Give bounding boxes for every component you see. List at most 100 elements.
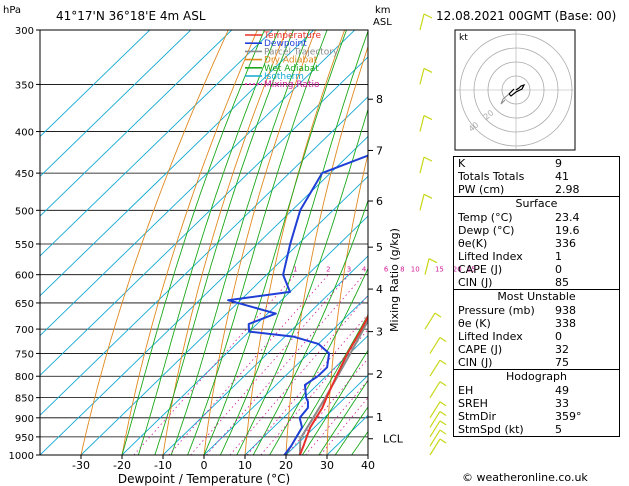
dry-adiabat-line (624, 30, 629, 455)
wind-barb (419, 115, 433, 132)
hodograph-stat-label: StmSpd (kt) (458, 423, 524, 436)
pressure-tick-label: 900 (15, 414, 34, 425)
wet-adiabat-line (252, 199, 368, 455)
pressure-tick-label: 550 (15, 240, 34, 251)
surface-value: 85 (555, 276, 569, 289)
surface-label: Lifted Index (458, 250, 523, 263)
pressure-tick-label: 750 (15, 349, 34, 360)
surface-row: Temp (°C) 23.4 (454, 211, 619, 224)
most-unstable-label: Pressure (mb) (458, 304, 535, 317)
hodograph-stat-row: StmDir 359° (454, 410, 619, 423)
surface-box: Surface Temp (°C) 23.4 Dewp (°C) 19.6 θe(K) 3… (453, 197, 620, 290)
isotherm-line (40, 30, 151, 138)
surface-value: 1 (555, 250, 562, 263)
km-tick-label: 4 (376, 283, 383, 296)
mixing-ratio-label: 15 (435, 266, 444, 274)
isotherm-line (285, 374, 368, 455)
legend-label: Wet Adiabat (264, 64, 319, 74)
surface-title: Surface (515, 197, 558, 210)
temp-tick-label: -20 (113, 459, 131, 472)
wind-barb-feather (423, 193, 433, 199)
pressure-tick-label: 850 (15, 394, 34, 405)
surface-row: CIN (J) 85 (454, 276, 619, 289)
hodograph-stat-row: EH 49 (454, 384, 619, 397)
surface-row: θe(K) 336 (454, 237, 619, 250)
surface-row: Dewp (°C) 19.6 (454, 224, 619, 237)
most-unstable-label: θe (K) (458, 317, 491, 330)
wind-barb-staff (429, 429, 441, 447)
pressure-tick-label: 350 (15, 80, 34, 91)
hodograph-stat-label: SREH (458, 397, 488, 410)
mixing-ratio-label: 10 (411, 266, 420, 274)
wind-barb (424, 312, 442, 330)
hodograph-stat-value: 33 (555, 397, 569, 410)
isotherm-line (40, 135, 368, 455)
index-pw-row: PW (cm) 2.98 (453, 183, 620, 197)
index-pw-value: 2.98 (555, 183, 580, 196)
temp-tick-label: 20 (279, 459, 293, 472)
legend-label: Temperature (263, 31, 321, 41)
mixing-ratio-label: 20 (453, 266, 462, 274)
hodograph-table-title: Hodograph (506, 370, 567, 383)
wet-adiabat-line (137, 30, 280, 455)
pressure-tick-label: 800 (15, 372, 34, 383)
indices-panel: K 9 Totals Totals 41 PW (cm) 2.98 Surfac… (453, 156, 620, 437)
wind-barb-staff (429, 411, 441, 428)
isotherm-line (80, 175, 368, 455)
dewpoint-line (227, 154, 368, 455)
wet-adiabat-line (334, 406, 368, 455)
most-unstable-title: Most Unstable (497, 290, 576, 303)
wind-barb-feather (439, 410, 447, 416)
parcel-trajectory-line (298, 318, 368, 455)
hodograph-trace (508, 83, 526, 97)
km-tick-label: 2 (376, 368, 383, 381)
wind-barb-feather (439, 381, 447, 387)
wind-barb (429, 359, 447, 377)
temp-tick-label: -30 (72, 459, 90, 472)
km-tick-label: 3 (376, 326, 383, 339)
mixing-ratio-line (246, 313, 368, 455)
isotherm-line (162, 255, 368, 455)
wind-barb (429, 336, 447, 354)
wet-adiabat-line (121, 30, 265, 455)
wind-barb-feather (439, 420, 447, 426)
dry-adiabat-line (121, 30, 258, 455)
wind-barb-feather (423, 67, 433, 73)
mixing-ratio-line (319, 397, 368, 455)
wet-adiabat-line (285, 313, 368, 455)
most-unstable-label: CAPE (J) (458, 343, 503, 356)
pressure-tick-label: 300 (15, 26, 34, 37)
pressure-tick-label: 950 (15, 433, 34, 444)
wet-adiabat-line (219, 30, 368, 455)
hodograph-stat-value: 359° (555, 410, 582, 423)
hodograph-stat-row: StmSpd (kt) 5 (454, 423, 619, 436)
wind-barb (429, 429, 447, 447)
wind-barb-feather (423, 156, 433, 162)
most-unstable-row: CAPE (J) 32 (454, 343, 619, 356)
mixing-ratio-label: 1 (293, 266, 297, 274)
wet-adiabat-line (318, 379, 368, 455)
isotherm-line (40, 30, 356, 337)
isotherm-line (203, 295, 368, 455)
dry-adiabat-line (244, 30, 346, 455)
most-unstable-value: 938 (555, 304, 576, 317)
surface-value: 23.4 (555, 211, 580, 224)
lcl-label: LCL (383, 433, 404, 446)
wind-barb (429, 420, 447, 438)
mixing-ratio-label: 4 (362, 266, 367, 274)
wet-adiabat-line (236, 107, 368, 455)
wind-barb-feather (439, 359, 447, 365)
surface-value: 336 (555, 237, 576, 250)
mixing-ratio-label: 2 (326, 266, 330, 274)
wet-adiabat-line (269, 267, 368, 455)
surface-row: Lifted Index 1 (454, 250, 619, 263)
surface-label: Temp (°C) (458, 211, 513, 224)
wind-barb (419, 67, 433, 85)
wind-barb-feather (423, 115, 433, 121)
pressure-tick-label: 650 (15, 299, 34, 310)
wind-barb-staff (429, 337, 441, 354)
mixing-ratio-label: 3 (347, 266, 351, 274)
pressure-tick-label: 450 (15, 169, 34, 180)
most-unstable-row: θe (K) 338 (454, 317, 619, 330)
